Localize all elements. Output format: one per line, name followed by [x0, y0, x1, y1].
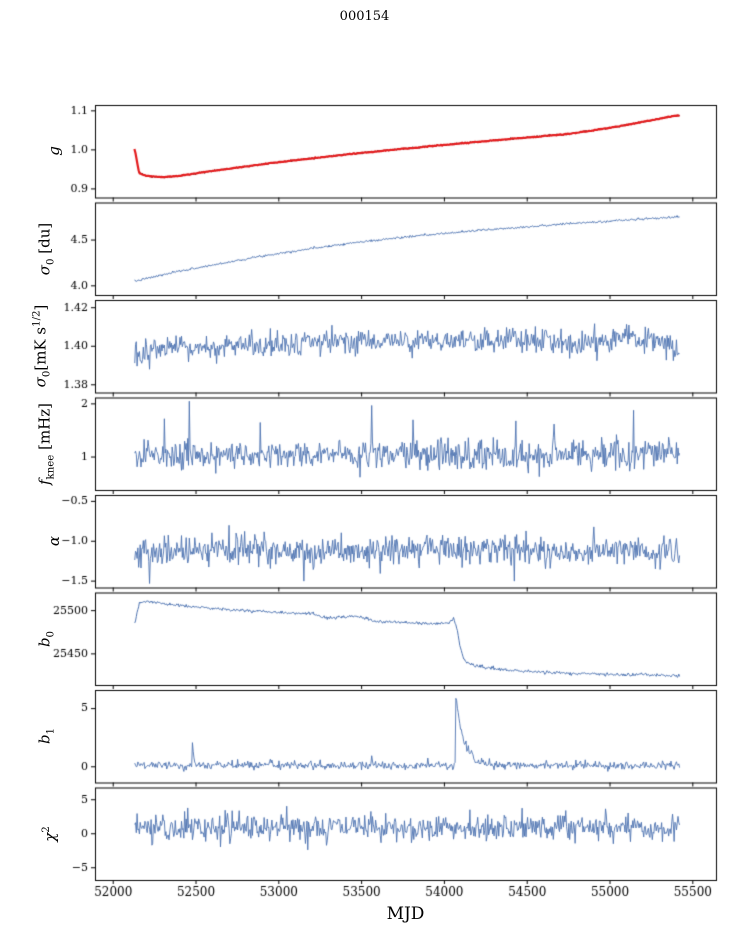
y-axis-label-alpha: α: [45, 535, 63, 547]
y-axis-label-b1: b1: [35, 727, 57, 745]
y-axis-label-chi2: χ2: [41, 826, 59, 842]
x-axis-label: MJD: [386, 904, 425, 924]
y-axis-label-sigma0-du: σ0 [du]: [35, 222, 57, 276]
y-axis-label-b0: b0: [35, 630, 57, 648]
y-axis-label-gain: g: [45, 146, 63, 156]
y-axis-label-sigma0-mK: σ0[mK s1/2]: [31, 304, 53, 388]
y-axis-label-f-knee: fknee [mHz]: [35, 402, 57, 486]
